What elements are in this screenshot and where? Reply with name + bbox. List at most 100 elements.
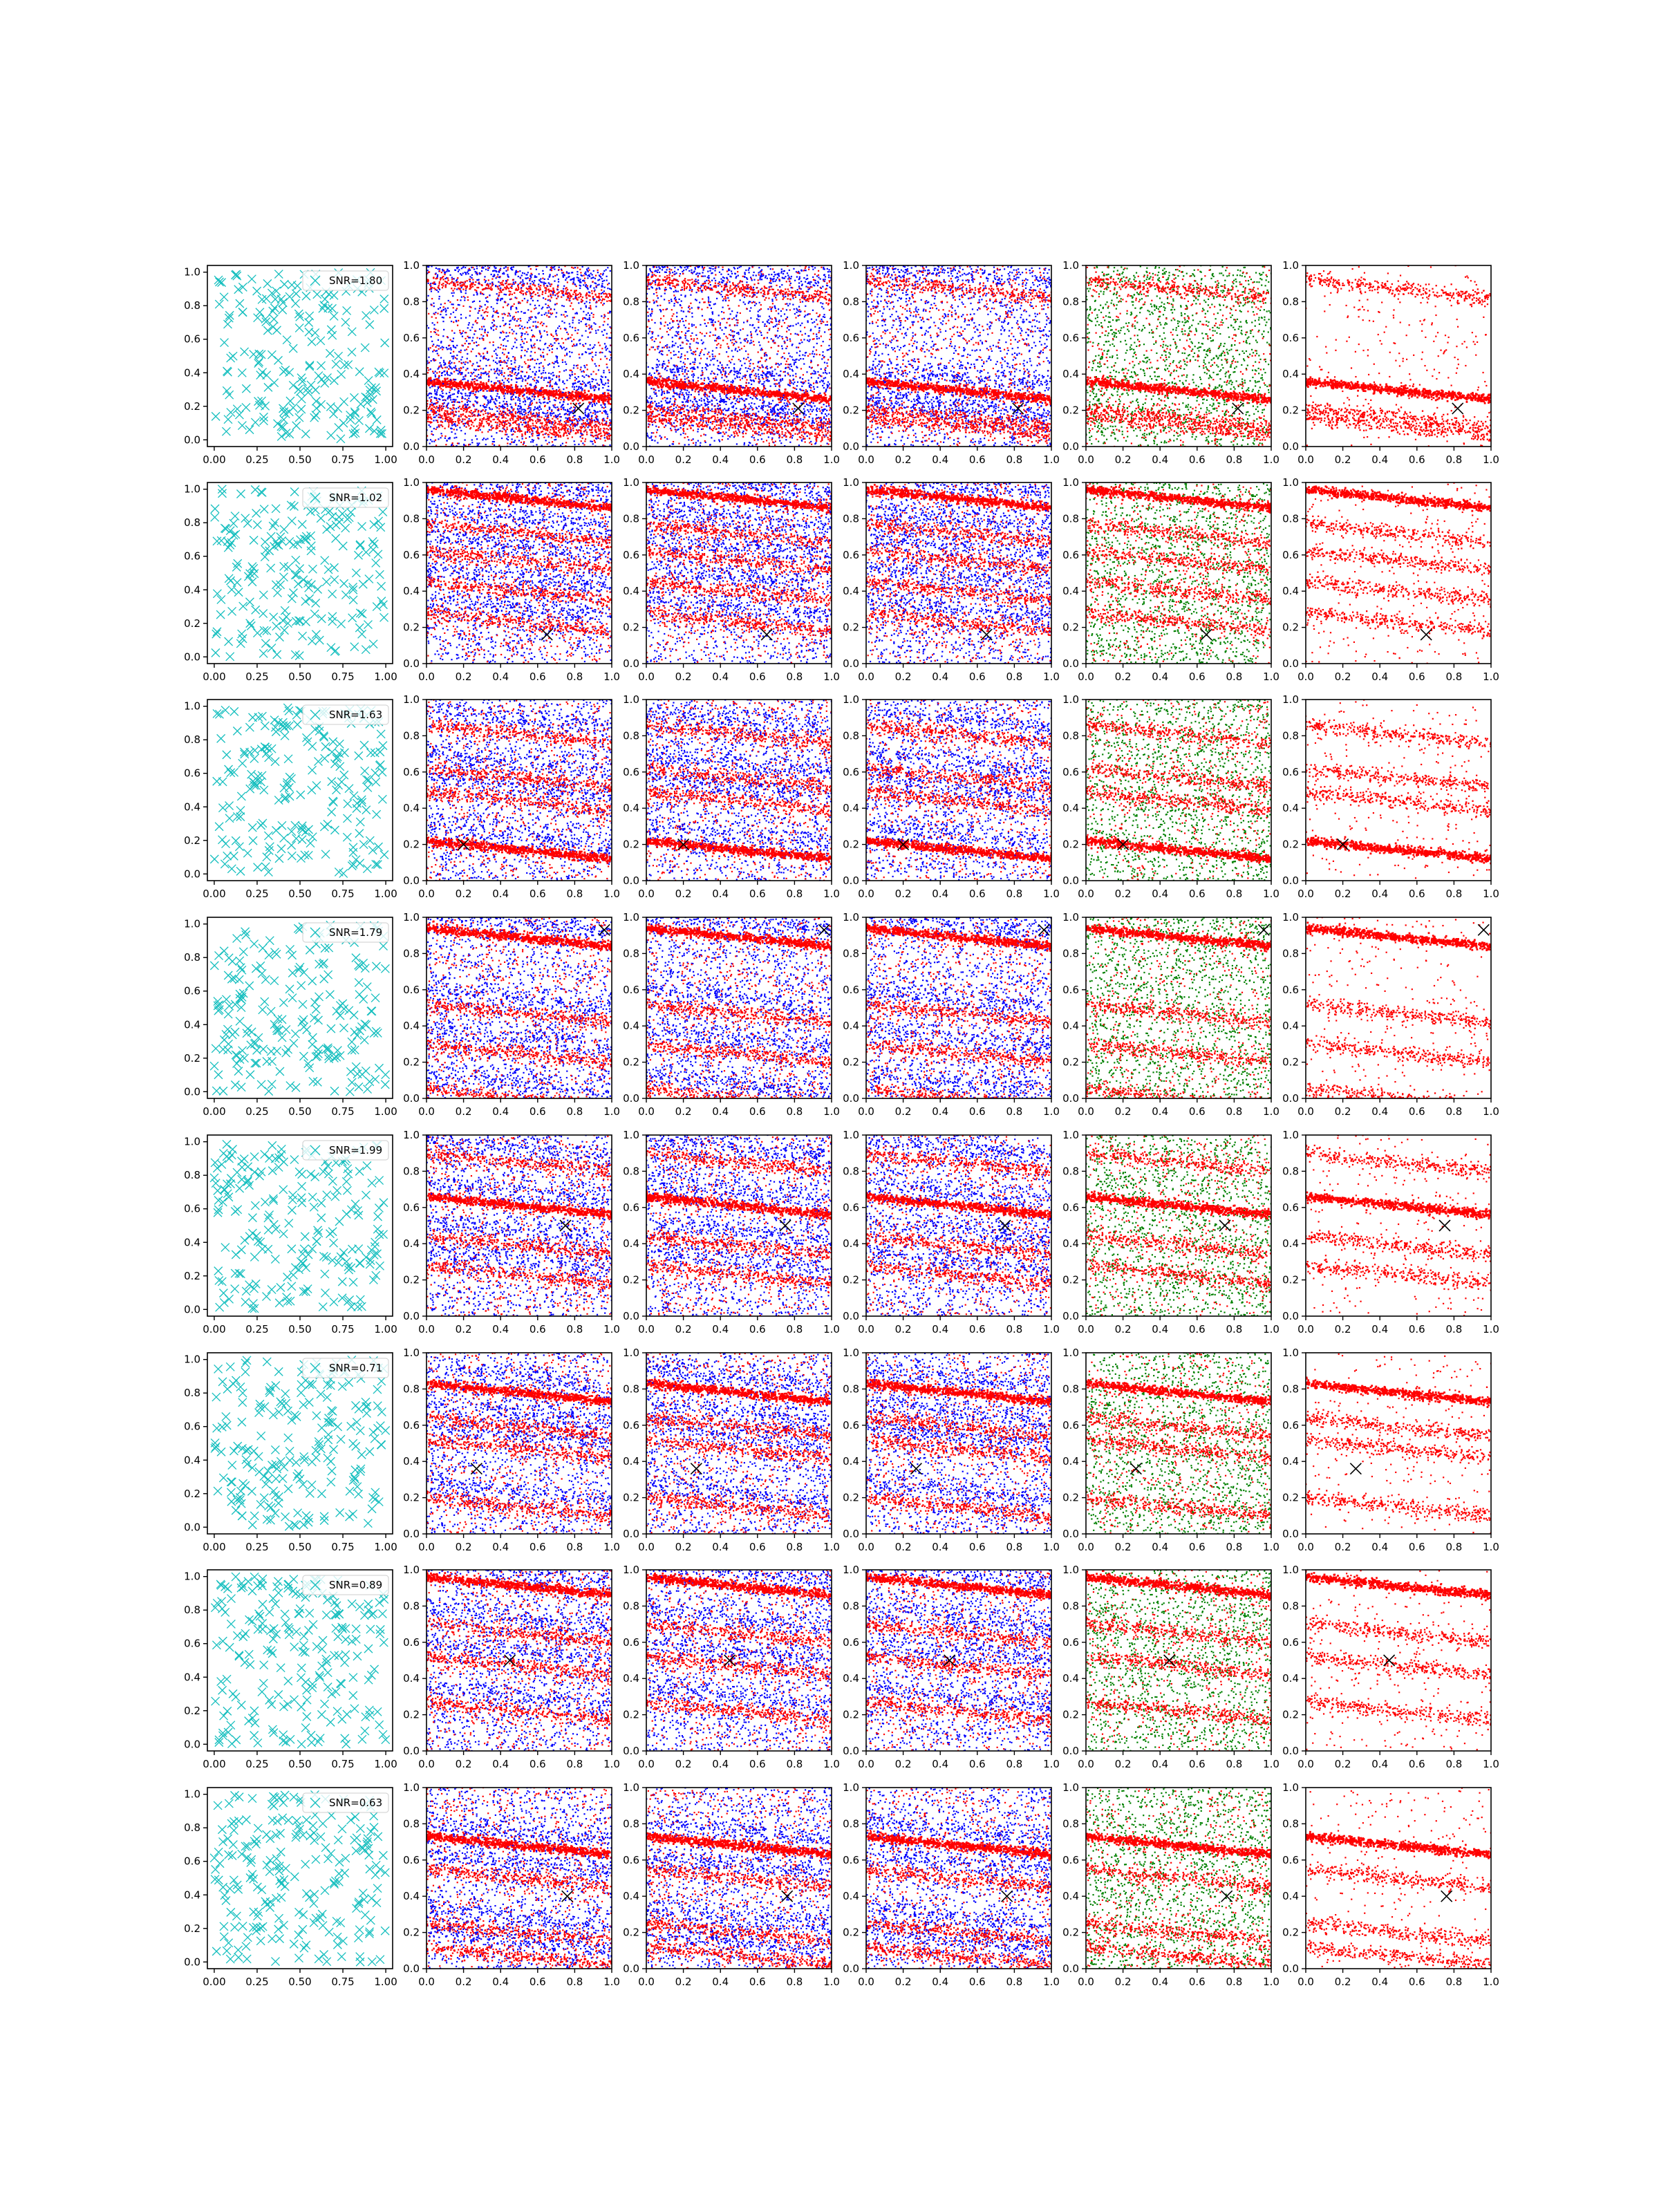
scatter-point (605, 406, 606, 408)
scatter-point (574, 283, 575, 285)
scatter-point (507, 442, 508, 444)
scatter-point (478, 428, 479, 429)
scatter-point (564, 429, 565, 431)
scatter-point (558, 390, 560, 392)
scatter-point (478, 279, 479, 280)
scatter-point (594, 363, 596, 364)
scatter-point (529, 418, 530, 420)
scatter-point (476, 294, 478, 295)
scatter-point (594, 404, 596, 406)
scatter-point (580, 366, 581, 368)
scatter-point (435, 383, 438, 385)
scatter-point (442, 283, 444, 284)
scatter-point (483, 326, 485, 327)
scatter-point (603, 428, 605, 429)
scatter-point (610, 409, 611, 411)
scatter-point (603, 317, 605, 319)
scatter-point (485, 281, 486, 283)
scatter-point (469, 392, 470, 393)
scatter-point (556, 432, 557, 433)
noise-marker (326, 349, 334, 357)
scatter-point (602, 384, 603, 385)
scatter-point (533, 413, 534, 414)
scatter-point (585, 414, 586, 415)
noise-marker (223, 386, 231, 395)
scatter-point (467, 404, 469, 405)
scatter-point (436, 372, 438, 373)
scatter-point (602, 299, 603, 300)
scatter-point (588, 424, 589, 425)
scatter-point (438, 348, 440, 350)
scatter-point (769, 323, 770, 324)
noise-marker (310, 413, 319, 422)
scatter-point (504, 421, 505, 422)
scatter-point (556, 335, 558, 336)
scatter-point (744, 340, 746, 341)
scatter-point (445, 314, 447, 315)
noise-marker (250, 350, 258, 359)
scatter-point (495, 348, 496, 350)
scatter-point (582, 375, 583, 377)
scatter-point (472, 301, 474, 303)
scatter-point (558, 269, 559, 270)
scatter-point (561, 423, 562, 424)
scatter-point (510, 268, 512, 269)
scatter-point (802, 354, 803, 355)
scatter-point (468, 425, 469, 427)
scatter-point (577, 367, 579, 368)
scatter-point (585, 326, 587, 327)
scatter-point (502, 406, 503, 407)
scatter-point (469, 395, 471, 396)
scatter-point (577, 294, 579, 295)
scatter-point (589, 429, 590, 431)
scatter-point (455, 421, 456, 422)
scatter-point (521, 366, 523, 368)
scatter-point (569, 412, 570, 413)
scatter-point (608, 300, 610, 301)
scatter-point (521, 350, 523, 351)
y-tick-label: 1.0 (403, 259, 420, 272)
scatter-point (550, 274, 551, 275)
scatter-point (572, 298, 574, 299)
scatter-point (437, 276, 438, 277)
scatter-point (524, 333, 525, 335)
scatter-point (590, 285, 592, 286)
scatter-point (534, 388, 536, 390)
scatter-point (571, 340, 572, 341)
scatter-point (505, 377, 506, 379)
scatter-point (562, 359, 563, 361)
scatter-point (448, 395, 449, 397)
scatter-point (505, 431, 507, 433)
scatter-point (496, 357, 497, 359)
scatter-point (532, 371, 534, 373)
scatter-point (603, 273, 604, 274)
scatter-point (431, 431, 432, 432)
scatter-point (555, 429, 556, 430)
scatter-point (500, 364, 501, 366)
scatter-point (507, 439, 509, 440)
scatter-point (456, 408, 457, 409)
scatter-point (607, 415, 608, 417)
scatter-point (437, 410, 438, 411)
scatter-point (513, 398, 514, 400)
scatter-point (431, 404, 432, 405)
scatter-point (548, 306, 550, 308)
scatter-point (438, 384, 440, 386)
scatter-point (449, 283, 450, 284)
scatter-point (524, 426, 525, 427)
scatter-point (557, 285, 559, 286)
scatter-point (590, 429, 592, 431)
scatter-point (435, 359, 436, 361)
scatter-point (543, 367, 545, 368)
scatter-point (453, 321, 454, 323)
scatter-point (491, 322, 493, 324)
scatter-point (440, 421, 442, 422)
scatter-point (529, 303, 531, 305)
scatter-point (550, 295, 552, 297)
scatter-point (581, 440, 582, 442)
scatter-point (570, 407, 572, 409)
scatter-point (538, 273, 540, 274)
scatter-point (718, 336, 720, 337)
scatter-point (480, 315, 482, 316)
scatter-point (566, 332, 568, 333)
